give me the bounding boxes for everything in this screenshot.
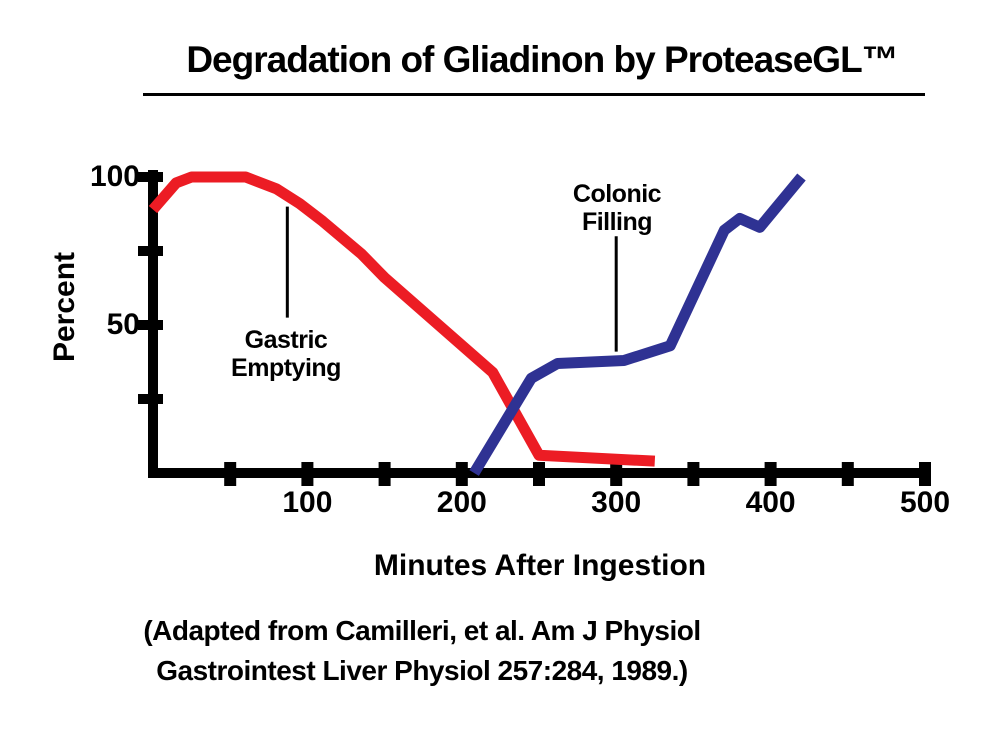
x-tick-400 — [764, 462, 777, 486]
y-tick-label-100: 100 — [89, 160, 140, 193]
y-tick-25 — [138, 394, 163, 404]
annotation-colonic-line2: Filling — [581, 208, 653, 236]
annotation-gastric-emptying: Gastric Emptying — [176, 326, 396, 382]
y-tick-100 — [138, 172, 163, 182]
annotation-colonic-filling: Colonic Filling — [507, 180, 727, 236]
x-tick-150 — [378, 462, 391, 486]
x-tick-300 — [610, 462, 623, 486]
y-tick-75 — [138, 246, 163, 256]
x-tick-label-200: 200 — [436, 486, 487, 519]
x-tick-label-400: 400 — [745, 486, 796, 519]
x-tick-100 — [301, 462, 314, 486]
citation: (Adapted from Camilleri, et al. Am J Phy… — [72, 611, 772, 691]
chart-title: Degradation of Gliadinon by ProteaseGL™ — [186, 39, 898, 80]
annotation-gastric-line1: Gastric — [244, 326, 328, 354]
x-tick-500 — [919, 462, 931, 486]
x-tick-label-300: 300 — [591, 486, 642, 519]
x-tick-50 — [224, 462, 237, 486]
annotation-colonic-line1: Colonic — [572, 180, 662, 208]
title-underline — [143, 93, 925, 96]
y-tick-50 — [138, 320, 163, 330]
citation-line2: Gastrointest Liver Physiol 257:284, 1989… — [156, 655, 688, 686]
x-tick-200 — [455, 462, 468, 486]
citation-line1: (Adapted from Camilleri, et al. Am J Phy… — [143, 615, 701, 646]
x-axis-title: Minutes After Ingestion — [373, 549, 707, 582]
x-tick-350 — [687, 462, 700, 486]
x-tick-label-100: 100 — [282, 486, 333, 519]
series-line-colonic-filling — [469, 173, 806, 476]
x-tick-label-500: 500 — [899, 486, 951, 519]
x-tick-250 — [533, 462, 545, 486]
x-tick-450 — [841, 462, 854, 486]
annotation-gastric-line2: Emptying — [231, 354, 341, 382]
y-tick-label-50: 50 — [106, 308, 140, 341]
